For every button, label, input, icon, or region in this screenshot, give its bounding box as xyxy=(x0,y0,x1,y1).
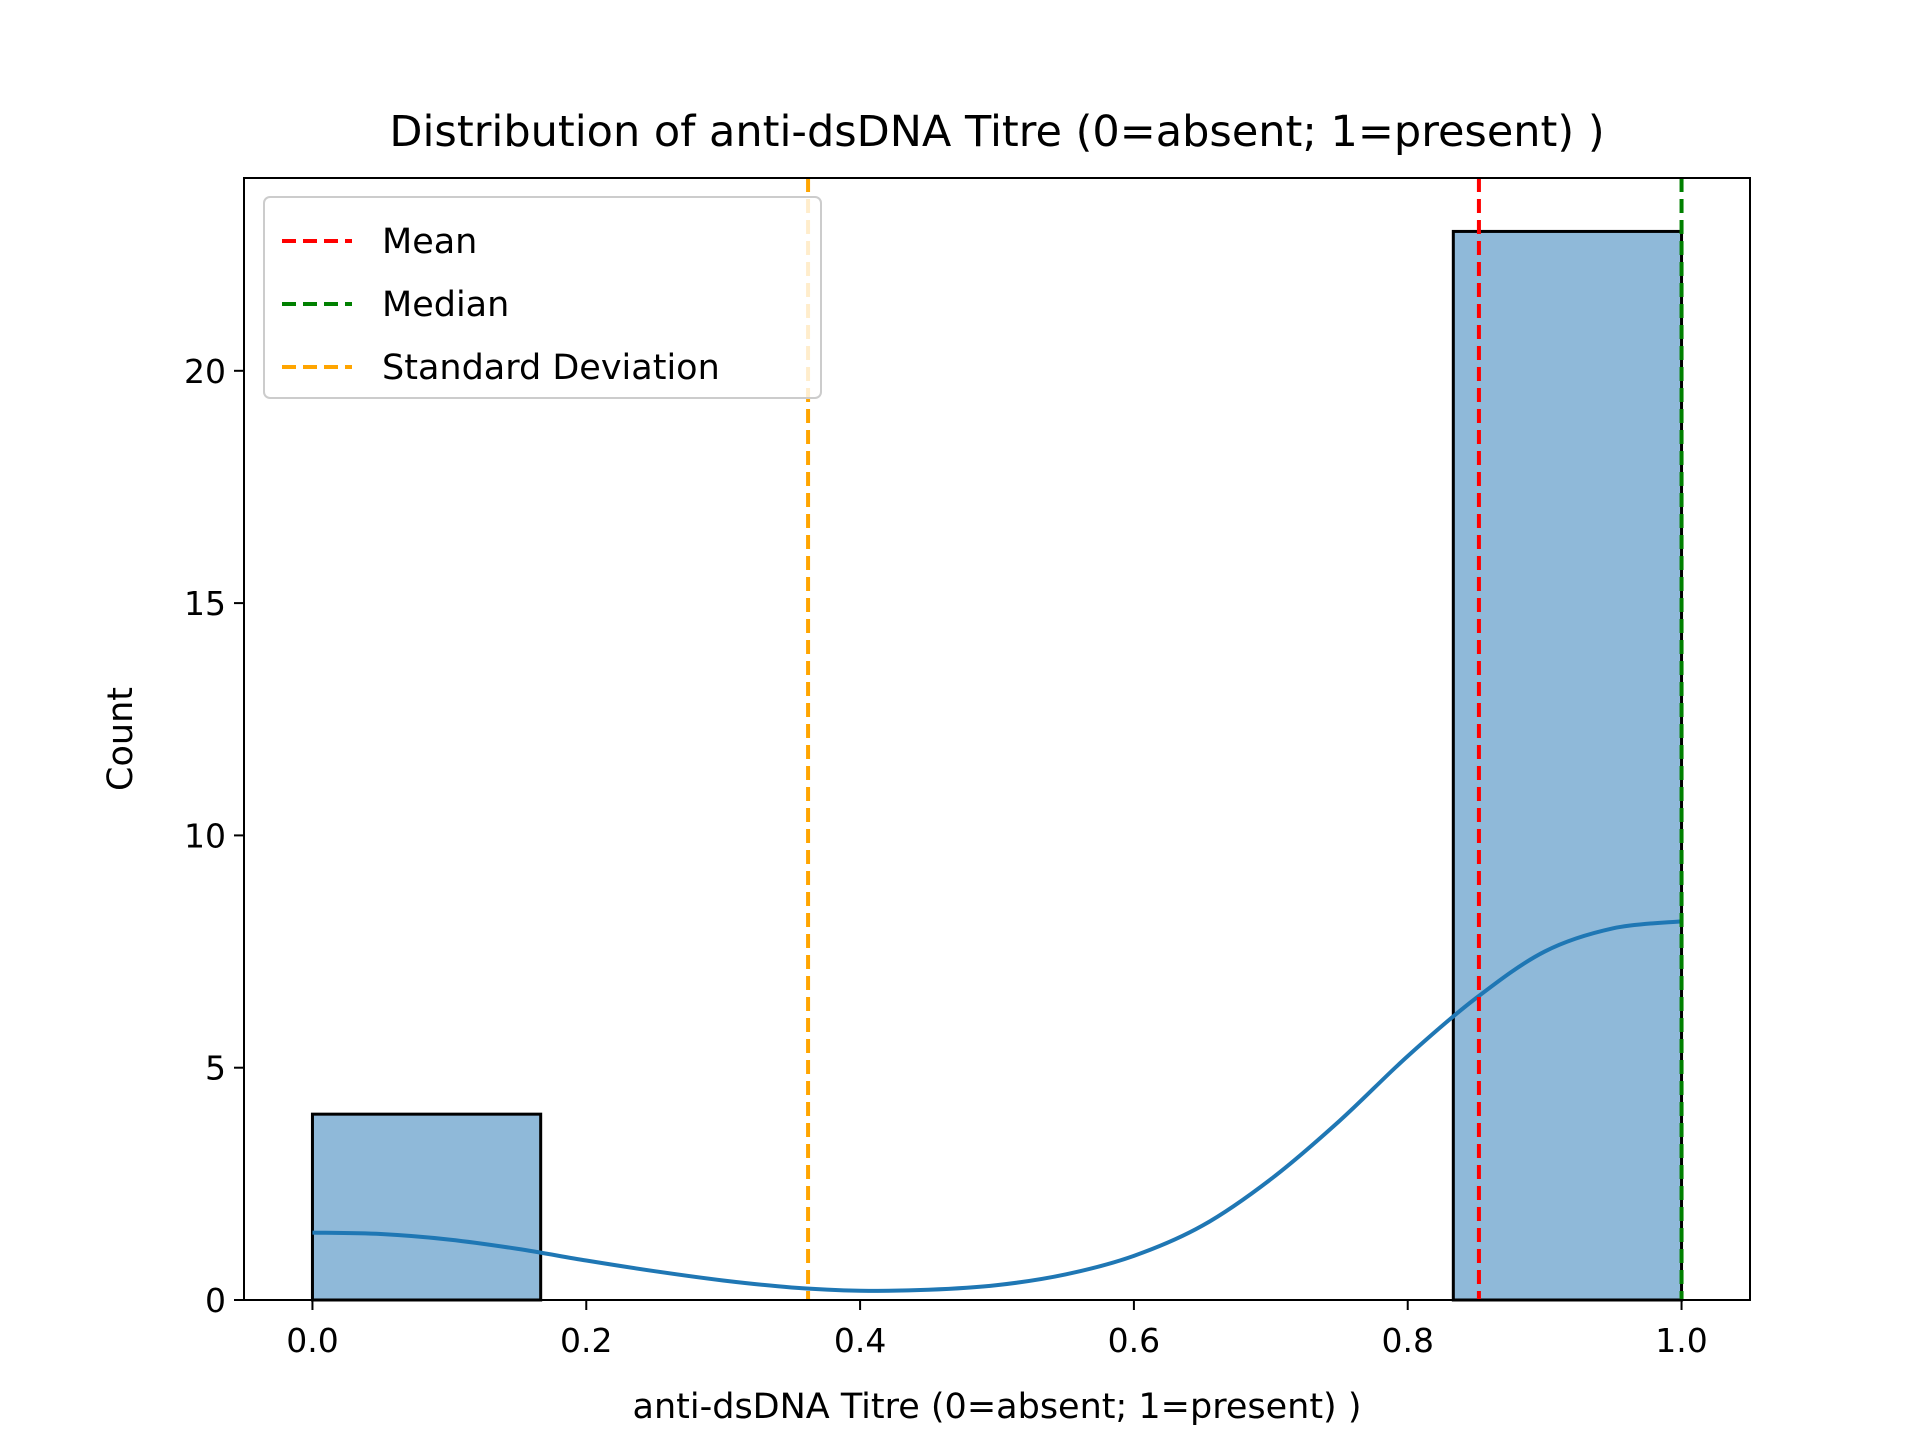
y-tick-label: 20 xyxy=(184,352,226,391)
y-tick-label: 5 xyxy=(205,1049,226,1088)
x-axis-label: anti-dsDNA Titre (0=absent; 1=present) ) xyxy=(633,1387,1362,1427)
chart-title: Distribution of anti-dsDNA Titre (0=abse… xyxy=(389,107,1604,157)
legend-label: Mean xyxy=(382,222,477,262)
x-axis: 0.0 0.2 0.4 0.6 0.8 1.0 xyxy=(286,1300,1708,1360)
kde-layer xyxy=(312,919,1682,1293)
y-tick-label: 15 xyxy=(184,584,226,623)
x-tick-label: 1.0 xyxy=(1655,1321,1707,1360)
y-axis: 0 5 10 15 20 xyxy=(184,352,244,1320)
histogram-bar-1 xyxy=(1451,229,1684,1302)
y-axis-label: Count xyxy=(101,687,141,791)
x-tick-label: 0.0 xyxy=(286,1321,338,1360)
histogram-bar-0 xyxy=(310,1112,543,1302)
x-tick-label: 0.6 xyxy=(1108,1321,1160,1360)
legend: Mean Median Standard Deviation xyxy=(263,196,822,399)
vlines-layer xyxy=(806,178,1684,1300)
kde-curve xyxy=(312,919,1682,1293)
x-tick-label: 0.8 xyxy=(1381,1321,1433,1360)
legend-box xyxy=(263,196,822,399)
legend-label: Median xyxy=(382,285,509,325)
plot-frame xyxy=(243,177,1751,1301)
legend-label: Standard Deviation xyxy=(382,348,720,388)
bars-layer xyxy=(310,229,1684,1302)
x-tick-label: 0.2 xyxy=(560,1321,612,1360)
y-tick-label: 10 xyxy=(184,816,226,855)
x-tick-label: 0.4 xyxy=(834,1321,886,1360)
y-tick-label: 0 xyxy=(205,1281,226,1320)
